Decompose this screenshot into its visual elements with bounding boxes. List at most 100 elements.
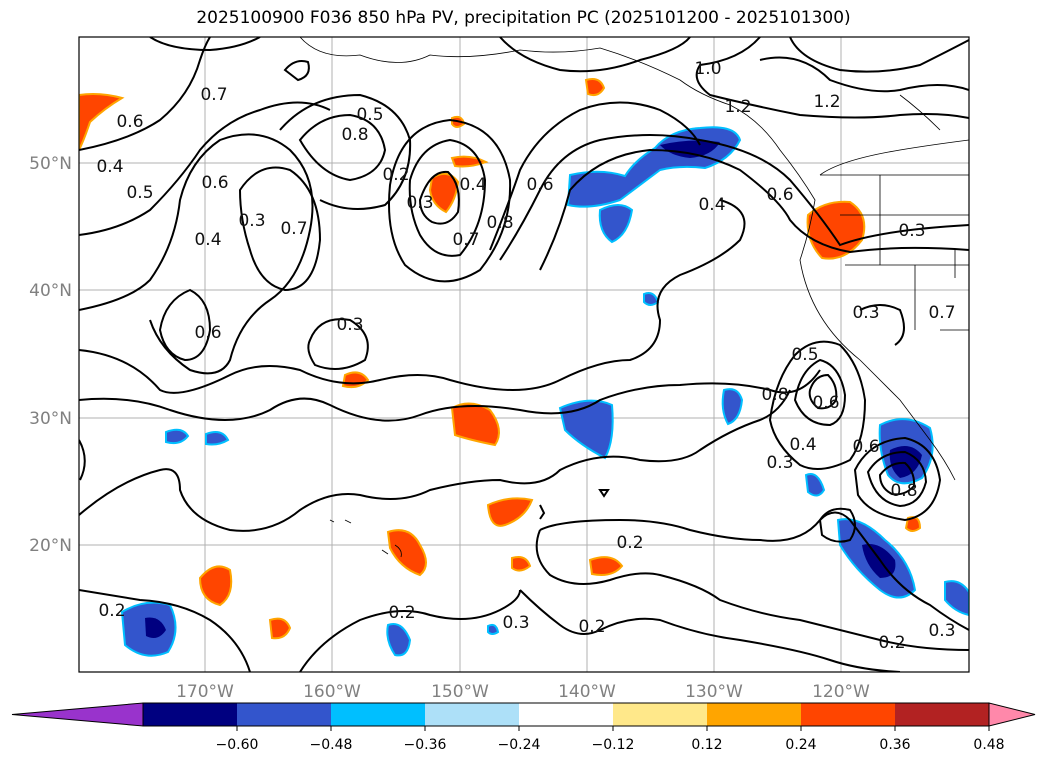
lon-tick-label: 170°W — [176, 682, 234, 702]
precip-negative-region — [721, 388, 744, 426]
lon-tick-label: 120°W — [812, 682, 870, 702]
colorbar-tick-label: 0.12 — [691, 737, 722, 753]
contour-label: 0.2 — [382, 165, 409, 185]
pv-contour-line — [79, 37, 211, 151]
lon-tick-label: 150°W — [431, 682, 489, 702]
pv-contour-line — [299, 589, 521, 672]
contour-label: 0.3 — [898, 221, 925, 241]
precip-negative-region — [145, 617, 166, 638]
lat-tick-label: 30°N — [29, 409, 72, 429]
contour-label: 0.3 — [336, 315, 363, 335]
precip-negative-region — [386, 623, 412, 657]
precip-positive-region — [79, 93, 125, 151]
precip-positive-region — [268, 617, 292, 640]
map-frame — [78, 36, 970, 673]
precip-negative-region — [165, 428, 190, 445]
pv-contours — [79, 37, 969, 672]
colorbar-segment — [613, 703, 708, 726]
contour-label: 0.6 — [201, 173, 228, 193]
precip-positive-region — [386, 529, 427, 577]
contour-label: 0.5 — [791, 345, 818, 365]
contour-label: 0.2 — [388, 603, 415, 623]
contour-label: 0.4 — [698, 195, 725, 215]
hawaii-islands — [329, 519, 402, 558]
contour-label: 1.2 — [813, 92, 840, 112]
lon-tick-label: 160°W — [303, 682, 361, 702]
colorbar-tick-label: 0.24 — [785, 737, 816, 753]
pv-contour-line — [79, 439, 86, 481]
pv-contour-line — [298, 113, 387, 182]
precip-positive-region — [511, 556, 532, 572]
precip-negative-region — [660, 140, 720, 158]
contour-label: 0.3 — [406, 193, 433, 213]
contour-label: 0.6 — [852, 437, 879, 457]
pv-contour-line — [789, 37, 969, 73]
contour-label: 1.2 — [724, 97, 751, 117]
pv-contour-line — [307, 318, 369, 370]
contour-label: 0.2 — [578, 617, 605, 637]
contour-label: 0.6 — [194, 323, 221, 343]
pv-contour-line — [759, 56, 969, 93]
precip-positive-region — [584, 78, 606, 97]
pv-contour-line — [499, 134, 969, 261]
precip-negative-region — [487, 623, 500, 635]
precip-negative-region — [558, 399, 614, 460]
precip-negative-region — [944, 580, 969, 617]
colorbar-tick-label: −0.12 — [592, 737, 635, 753]
pv-contour-line — [866, 450, 928, 508]
contour-label: 0.7 — [452, 230, 479, 250]
contour-label: 0.8 — [761, 385, 788, 405]
colorbar-segment — [707, 703, 802, 726]
contour-label: 0.8 — [341, 125, 368, 145]
colorbar-frame — [142, 702, 990, 727]
contour-label: 0.8 — [486, 213, 513, 233]
contour-label: 1.0 — [694, 59, 721, 79]
precip-negative-region — [205, 431, 230, 446]
pv-contour-line — [519, 589, 901, 672]
precip-positive-region — [198, 565, 233, 607]
precip-positive-region — [486, 497, 534, 527]
contour-label: 0.6 — [116, 112, 143, 132]
pv-contour-line — [79, 389, 791, 532]
colorbar-segment — [425, 703, 520, 726]
pv-contour-line — [79, 369, 821, 422]
contour-label: 0.8 — [890, 481, 917, 501]
precip-negative-region — [804, 473, 826, 497]
state-borders — [820, 174, 969, 331]
precip-shading — [79, 78, 969, 657]
contour-label: 0.3 — [852, 303, 879, 323]
chart-title: 2025100900 F036 850 hPa PV, precipitatio… — [196, 8, 851, 28]
contour-label: 0.2 — [878, 633, 905, 653]
pv-contour-line — [539, 511, 969, 631]
pv-contour-line — [539, 489, 610, 520]
contour-label: 0.3 — [766, 453, 793, 473]
pv-contour-line — [418, 170, 460, 225]
pv-contour-line — [79, 133, 314, 375]
colorbar-segment — [237, 703, 332, 726]
colorbar-tick-label: −0.36 — [404, 737, 447, 753]
pv-contour-line — [793, 358, 847, 427]
longitude-labels: 170°W 160°W 150°W 140°W 130°W 120°W — [176, 682, 870, 702]
colorbar-segment — [331, 703, 426, 726]
colorbar-tick-label: −0.48 — [310, 737, 353, 753]
contour-label: 0.7 — [928, 303, 955, 323]
pv-contour-line — [768, 340, 867, 470]
canada-border — [819, 94, 969, 176]
colorbar-tick-label: −0.24 — [498, 737, 541, 753]
colorbar-extend-high — [988, 702, 1036, 727]
colorbar: −0.60 −0.48 −0.36 −0.24 −0.12 0.12 0.24 0.36 0.4… — [11, 702, 1036, 753]
colorbar-tick-label: 0.36 — [879, 737, 910, 753]
latitude-labels: 50°N 40°N 30°N 20°N — [29, 154, 72, 556]
contour-label: 0.6 — [766, 185, 793, 205]
pv-contour-line — [818, 507, 856, 543]
contour-label: 0.4 — [459, 175, 486, 195]
pv-contour-line — [853, 436, 942, 522]
pv-contour-line — [499, 37, 691, 73]
pv-contour-line — [535, 529, 969, 651]
pv-contour-line — [878, 461, 916, 496]
contour-label: 0.5 — [356, 105, 383, 125]
contour-label: 0.4 — [789, 435, 816, 455]
pv-contour-line — [158, 288, 212, 362]
contour-labels: 0.60.40.5 0.60.40.70.3 0.70.60.80.50.20.30… — [96, 59, 955, 653]
